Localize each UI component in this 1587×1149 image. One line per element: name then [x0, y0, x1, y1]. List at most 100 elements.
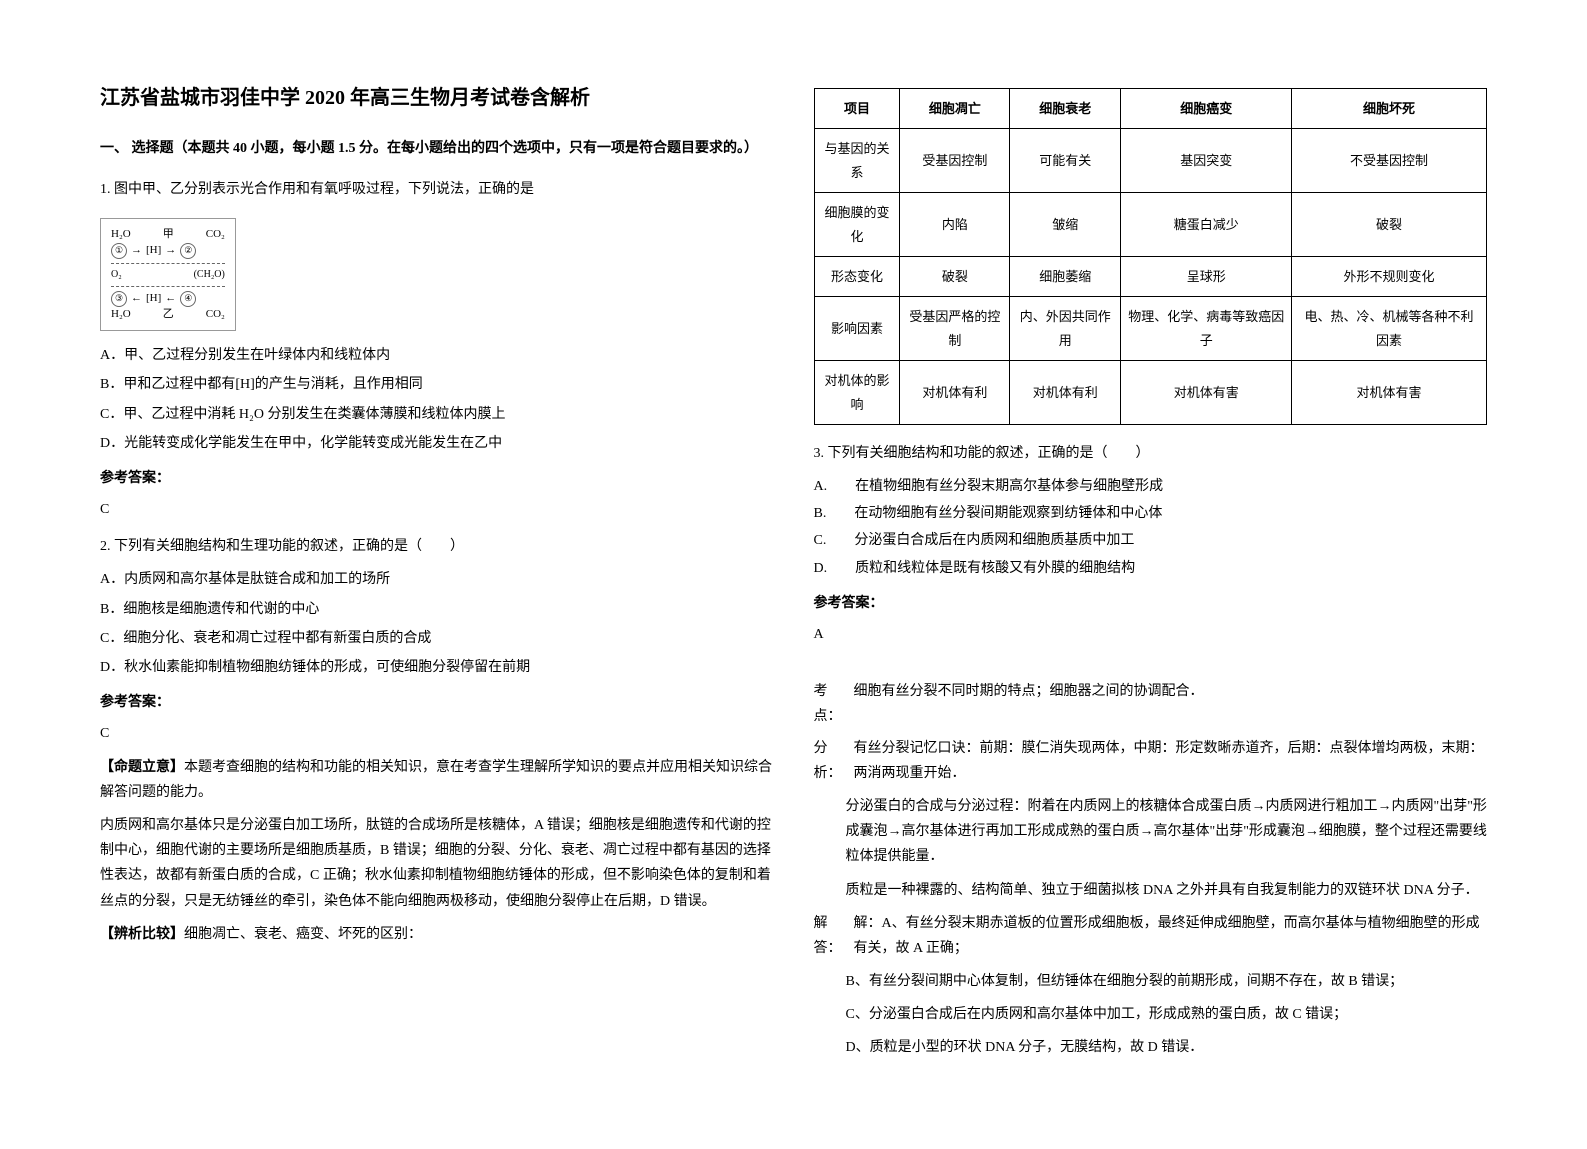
q2-stem: 2. 下列有关细胞结构和生理功能的叙述，正确的是（ ） — [100, 534, 774, 559]
answer-label: 参考答案： — [814, 591, 1488, 616]
q1-stem: 1. 图中甲、乙分别表示光合作用和有氧呼吸过程，下列说法，正确的是 — [100, 177, 774, 202]
diagram-node: ① — [111, 243, 127, 259]
compare-table: 项目 细胞凋亡 细胞衰老 细胞癌变 细胞坏死 与基因的关系 受基因控制 可能有关… — [814, 88, 1488, 425]
td: 形态变化 — [814, 256, 900, 296]
td: 受基因严格的控制 — [900, 297, 1010, 361]
jieda-label: 解答： — [814, 911, 846, 961]
td: 呈球形 — [1121, 256, 1292, 296]
q3-p1: 分泌蛋白的合成与分泌过程：附着在内质网上的核糖体合成蛋白质→内质网进行粗加工→内… — [814, 794, 1488, 870]
diagram-label: 乙 — [163, 307, 174, 322]
diagram-label: [H] — [146, 291, 161, 306]
q3-pD: D、质粒是小型的环状 DNA 分子，无膜结构，故 D 错误． — [814, 1035, 1488, 1060]
doc-title: 江苏省盐城市羽佳中学 2020 年高三生物月考试卷含解析 — [100, 80, 774, 116]
fenxi-label: 分析： — [814, 736, 846, 786]
table-row: 细胞膜的变化 内陷 皱缩 糖蛋白减少 破裂 — [814, 193, 1487, 257]
option: C. 分泌蛋白合成后在内质网和细胞质基质中加工 — [814, 528, 1488, 553]
option: A. 在植物细胞有丝分裂末期高尔基体参与细胞壁形成 — [814, 474, 1488, 499]
option: C．细胞分化、衰老和凋亡过程中都有新蛋白质的合成 — [100, 626, 774, 651]
diagram-node: ③ — [111, 291, 127, 307]
section-1-head: 一、 选择题（本题共 40 小题，每小题 1.5 分。在每小题给出的四个选项中，… — [100, 136, 774, 161]
diagram-label: H₂O — [111, 307, 131, 322]
left-column: 江苏省盐城市羽佳中学 2020 年高三生物月考试卷含解析 一、 选择题（本题共 … — [100, 80, 774, 1069]
td: 内陷 — [900, 193, 1010, 257]
fenxi-text: 有丝分裂记忆口诀：前期：膜仁消失现两体，中期：形定数晰赤道齐，后期：点裂体增均两… — [854, 736, 1488, 786]
q3-pB: B、有丝分裂间期中心体复制，但纺锤体在细胞分裂的前期形成，间期不存在，故 B 错… — [814, 969, 1488, 994]
td: 内、外因共同作用 — [1010, 297, 1121, 361]
compare-title: 细胞凋亡、衰老、癌变、坏死的区别： — [184, 927, 422, 942]
q2-compare: 【辨析比较】细胞凋亡、衰老、癌变、坏死的区别： — [100, 922, 774, 947]
td: 与基因的关系 — [814, 129, 900, 193]
th: 细胞坏死 — [1292, 89, 1487, 129]
td: 外形不规则变化 — [1292, 256, 1487, 296]
q3-jieda: 解答： 解：A、有丝分裂末期赤道板的位置形成细胞板，最终延伸成细胞壁，而高尔基体… — [814, 911, 1488, 961]
td: 破裂 — [1292, 193, 1487, 257]
td: 对机体的影响 — [814, 361, 900, 425]
q3-pC: C、分泌蛋白合成后在内质网和高尔基体中加工，形成成熟的蛋白质，故 C 错误； — [814, 1002, 1488, 1027]
td: 对机体有利 — [900, 361, 1010, 425]
table-row: 对机体的影响 对机体有利 对机体有利 对机体有害 对机体有害 — [814, 361, 1487, 425]
table-row: 影响因素 受基因严格的控制 内、外因共同作用 物理、化学、病毒等致癌因子 电、热… — [814, 297, 1487, 361]
td: 基因突变 — [1121, 129, 1292, 193]
diagram-label: H₂O — [111, 227, 131, 242]
td: 对机体有害 — [1121, 361, 1292, 425]
th: 细胞凋亡 — [900, 89, 1010, 129]
q1-answer: C — [100, 497, 774, 522]
td: 电、热、冷、机械等各种不利因素 — [1292, 297, 1487, 361]
td: 对机体有利 — [1010, 361, 1121, 425]
td: 受基因控制 — [900, 129, 1010, 193]
td: 破裂 — [900, 256, 1010, 296]
intent-label: 【命题立意】 — [100, 760, 184, 775]
th: 细胞衰老 — [1010, 89, 1121, 129]
diagram-label: [H] — [146, 243, 161, 258]
option: D. 质粒和线粒体是既有核酸又有外膜的细胞结构 — [814, 556, 1488, 581]
answer-label: 参考答案： — [100, 466, 774, 491]
right-column: 项目 细胞凋亡 细胞衰老 细胞癌变 细胞坏死 与基因的关系 受基因控制 可能有关… — [814, 80, 1488, 1069]
option: B．甲和乙过程中都有[H]的产生与消耗，且作用相同 — [100, 372, 774, 397]
diagram-label: CO₂ — [206, 307, 225, 322]
td: 细胞萎缩 — [1010, 256, 1121, 296]
option: A．甲、乙过程分别发生在叶绿体内和线粒体内 — [100, 343, 774, 368]
answer-label: 参考答案： — [100, 690, 774, 715]
table-header-row: 项目 细胞凋亡 细胞衰老 细胞癌变 细胞坏死 — [814, 89, 1487, 129]
th: 细胞癌变 — [1121, 89, 1292, 129]
jieda-text: 解：A、有丝分裂末期赤道板的位置形成细胞板，最终延伸成细胞壁，而高尔基体与植物细… — [854, 911, 1488, 961]
option: B. 在动物细胞有丝分裂间期能观察到纺锤体和中心体 — [814, 501, 1488, 526]
q3-answer: A — [814, 622, 1488, 647]
td: 对机体有害 — [1292, 361, 1487, 425]
diagram-node: ④ — [180, 291, 196, 307]
table-row: 与基因的关系 受基因控制 可能有关 基因突变 不受基因控制 — [814, 129, 1487, 193]
diagram-node: ② — [180, 243, 196, 259]
td: 物理、化学、病毒等致癌因子 — [1121, 297, 1292, 361]
option: D．光能转变成化学能发生在甲中，化学能转变成光能发生在乙中 — [100, 431, 774, 456]
q3-options: A. 在植物细胞有丝分裂末期高尔基体参与细胞壁形成 B. 在动物细胞有丝分裂间期… — [814, 474, 1488, 581]
q1-options: A．甲、乙过程分别发生在叶绿体内和线粒体内 B．甲和乙过程中都有[H]的产生与消… — [100, 343, 774, 456]
q3-p2: 质粒是一种裸露的、结构简单、独立于细菌拟核 DNA 之外并具有自我复制能力的双链… — [814, 878, 1488, 903]
option: D．秋水仙素能抑制植物细胞纺锤体的形成，可使细胞分裂停留在前期 — [100, 655, 774, 680]
q3-kaodian: 考点： 细胞有丝分裂不同时期的特点；细胞器之间的协调配合． — [814, 679, 1488, 729]
kaodian-text: 细胞有丝分裂不同时期的特点；细胞器之间的协调配合． — [854, 679, 1488, 729]
table-row: 形态变化 破裂 细胞萎缩 呈球形 外形不规则变化 — [814, 256, 1487, 296]
q2-options: A．内质网和高尔基体是肽链合成和加工的场所 B．细胞核是细胞遗传和代谢的中心 C… — [100, 567, 774, 680]
option: B．细胞核是细胞遗传和代谢的中心 — [100, 597, 774, 622]
diagram-label: 甲 — [163, 227, 174, 242]
td: 影响因素 — [814, 297, 900, 361]
intent-text: 本题考查细胞的结构和功能的相关知识，意在考查学生理解所学知识的要点并应用相关知识… — [100, 760, 772, 800]
q3-stem: 3. 下列有关细胞结构和功能的叙述，正确的是（ ） — [814, 441, 1488, 466]
compare-label: 【辨析比较】 — [100, 927, 184, 942]
option: A．内质网和高尔基体是肽链合成和加工的场所 — [100, 567, 774, 592]
q2-intent: 【命题立意】本题考查细胞的结构和功能的相关知识，意在考查学生理解所学知识的要点并… — [100, 755, 774, 805]
q3-fenxi: 分析： 有丝分裂记忆口诀：前期：膜仁消失现两体，中期：形定数晰赤道齐，后期：点裂… — [814, 736, 1488, 786]
q2-explain: 内质网和高尔基体只是分泌蛋白加工场所，肽链的合成场所是核糖体，A 错误；细胞核是… — [100, 813, 774, 914]
diagram-label: (CH₂O) — [194, 268, 225, 282]
q1-diagram: H₂O 甲 CO₂ ① → [H] → ② O₂ (CH₂O) ③ ← [H] … — [100, 218, 236, 331]
td: 糖蛋白减少 — [1121, 193, 1292, 257]
diagram-label: CO₂ — [206, 227, 225, 242]
th: 项目 — [814, 89, 900, 129]
option: C．甲、乙过程中消耗 H₂O 分别发生在类囊体薄膜和线粒体内膜上 — [100, 402, 774, 427]
td: 细胞膜的变化 — [814, 193, 900, 257]
q2-answer: C — [100, 721, 774, 746]
td: 可能有关 — [1010, 129, 1121, 193]
td: 不受基因控制 — [1292, 129, 1487, 193]
diagram-label: O₂ — [111, 268, 122, 282]
kaodian-label: 考点： — [814, 679, 846, 729]
